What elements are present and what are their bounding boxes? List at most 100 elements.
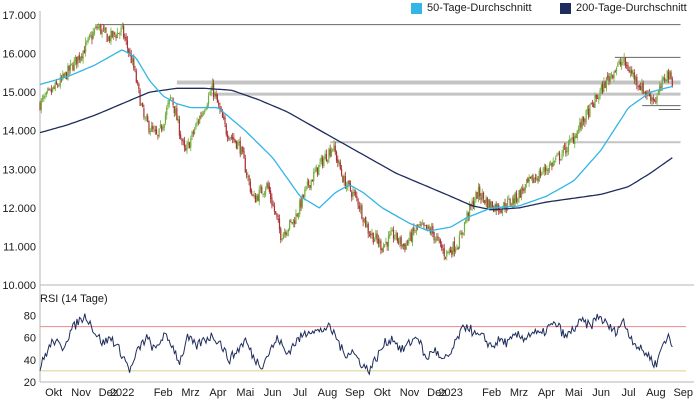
candle-body (275, 211, 277, 214)
candle-body (88, 35, 91, 38)
candle-body (209, 94, 211, 96)
candle-body (299, 200, 301, 215)
candle-body (515, 193, 518, 202)
candle-body (125, 37, 127, 41)
candle-body (550, 163, 552, 166)
candle-body (59, 77, 61, 86)
candle-body (442, 248, 444, 250)
candle-body (136, 81, 139, 83)
candle-body (223, 117, 225, 119)
candle-body (471, 201, 473, 207)
candle-body (572, 137, 575, 143)
candle-body (213, 83, 215, 97)
candle-body (541, 173, 543, 175)
price-y-tick-label: 13.000 (2, 164, 36, 176)
x-tick-label: Jun (592, 387, 610, 399)
candle-body (342, 176, 344, 183)
candle-body (446, 250, 448, 257)
candle-body (603, 81, 605, 92)
candle-body (139, 90, 141, 107)
candle-body (640, 86, 642, 91)
candle-body (254, 195, 257, 203)
candle-body (162, 126, 164, 131)
candle-body (632, 73, 634, 75)
candle-body (627, 65, 629, 71)
candle-body (306, 181, 308, 186)
candle-body (519, 189, 521, 198)
rsi-y-tick-label: 40 (24, 355, 36, 367)
candle-body (339, 162, 341, 170)
x-tick-label: Sep (345, 387, 365, 399)
candle-body (119, 32, 121, 35)
candle-body (413, 227, 415, 232)
candle-body (57, 84, 59, 87)
candle-body (547, 170, 549, 172)
candle-body (481, 193, 483, 201)
candle-body (618, 60, 620, 63)
candle-body (191, 131, 193, 138)
candle-body (150, 125, 153, 132)
candle-body (154, 129, 156, 132)
candle-body (102, 28, 104, 29)
candle-body (308, 180, 310, 186)
candle-body (190, 138, 192, 148)
candle-body (584, 121, 586, 123)
candle-body (372, 232, 374, 243)
candle-body (461, 232, 463, 235)
candle-body (90, 35, 92, 36)
candle-body (262, 194, 264, 195)
candle-body (134, 68, 136, 71)
candle-body (52, 87, 54, 92)
candle-body (449, 249, 452, 252)
candle-body (174, 109, 177, 115)
candle-body (404, 244, 406, 250)
candle-body (352, 191, 354, 197)
x-tick-label: Nov (71, 387, 91, 399)
candle-body (186, 144, 188, 151)
candle-body (169, 96, 172, 100)
candle-body (609, 75, 611, 83)
candle-body (579, 122, 581, 130)
candle-body (557, 153, 559, 155)
candle-body (140, 103, 142, 105)
candle-body (482, 192, 485, 199)
candle-body (242, 147, 244, 152)
candle-body (318, 164, 320, 176)
candle-body (349, 183, 352, 191)
candle-body (55, 81, 58, 85)
candle-body (188, 142, 191, 149)
candle-body (72, 65, 74, 71)
candle-body (117, 33, 120, 34)
candle-body (522, 188, 524, 191)
candle-body (444, 257, 447, 258)
candle-body (178, 119, 180, 136)
candle-body (575, 137, 577, 139)
candle-body (523, 189, 525, 191)
candle-body (206, 104, 208, 109)
candle-body (437, 236, 439, 239)
candle-body (580, 122, 582, 128)
candle-body (458, 235, 461, 249)
candle-body (330, 150, 333, 157)
candle-body (406, 241, 409, 243)
candle-body (392, 229, 395, 239)
candle-body (73, 60, 75, 71)
candle-body (553, 161, 556, 162)
candle-body (291, 222, 293, 224)
candle-body (499, 211, 501, 213)
candle-body (144, 117, 146, 119)
candle-body (660, 87, 662, 89)
candle-body (600, 84, 602, 91)
candle-body (576, 130, 578, 138)
candle-body (248, 175, 250, 182)
candle-body (664, 77, 666, 81)
candle-body (320, 157, 322, 162)
candle-body (200, 115, 202, 117)
candle-body (451, 250, 453, 255)
candle-body (422, 223, 424, 225)
candle-body (67, 66, 69, 81)
candle-body (514, 192, 516, 204)
candle-body (436, 237, 438, 241)
candle-body (595, 94, 597, 99)
candle-body (389, 234, 391, 237)
